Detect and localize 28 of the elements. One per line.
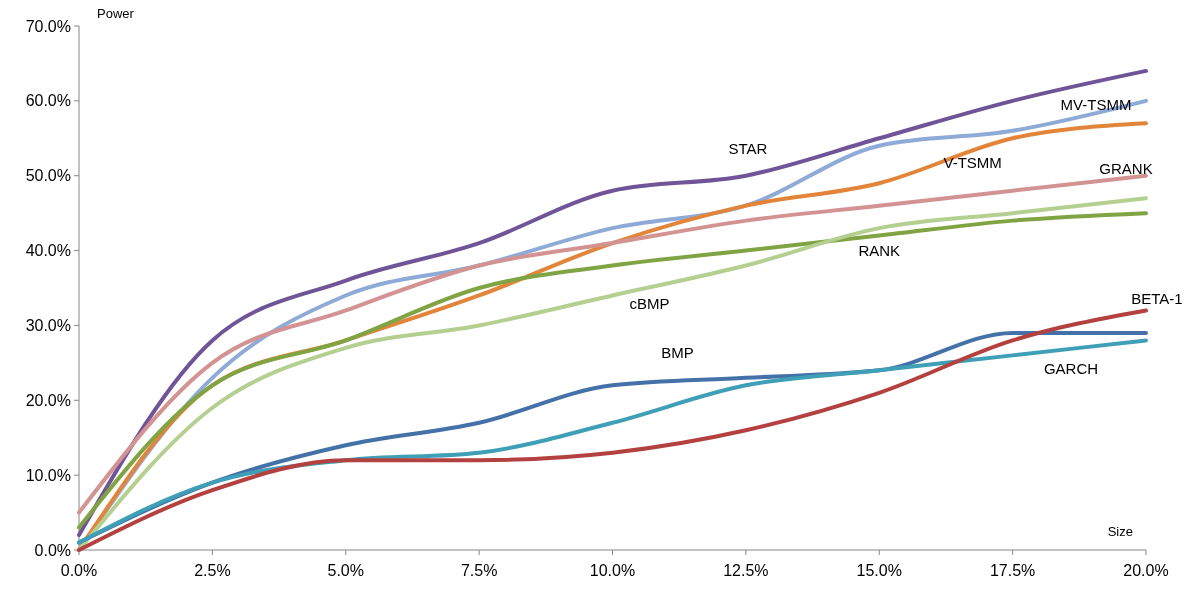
series-label: MV-TSMM xyxy=(1060,95,1132,113)
x-tick-label: 17.5% xyxy=(989,562,1036,579)
x-tick-label: 10.0% xyxy=(589,562,636,579)
x-tick-label: 20.0% xyxy=(1123,562,1169,579)
x-tick-label: 0.0% xyxy=(60,562,98,579)
x-tick-label: 2.5% xyxy=(194,562,231,579)
series-label: V-TSMM xyxy=(943,154,1002,172)
series-label: RANK xyxy=(858,241,901,259)
x-tick-label: 12.5% xyxy=(723,562,769,579)
x-tick-label: 15.0% xyxy=(856,562,902,579)
series-label: BETA-1 xyxy=(1131,290,1183,308)
y-tick-label: 50.0% xyxy=(25,167,71,185)
y-axis-title: Power xyxy=(97,6,135,21)
y-tick-label: 20.0% xyxy=(25,391,71,409)
y-tick-label: 0.0% xyxy=(34,541,71,559)
series-label: cBMP xyxy=(629,295,670,313)
x-tick-label: 5.0% xyxy=(327,562,364,579)
y-tick-label: 30.0% xyxy=(25,317,71,335)
y-tick-label: 10.0% xyxy=(25,466,71,484)
series-label: GRANK xyxy=(1099,159,1153,177)
y-tick-label: 60.0% xyxy=(25,92,71,110)
x-tick-label: 7.5% xyxy=(460,562,498,579)
series-label: BMP xyxy=(661,344,694,362)
x-axis-title: Size xyxy=(1107,524,1133,539)
series-label: GARCH xyxy=(1043,360,1099,378)
y-tick-label: 70.0% xyxy=(25,17,71,35)
series-label: STAR xyxy=(728,139,768,157)
y-tick-label: 40.0% xyxy=(25,242,71,260)
